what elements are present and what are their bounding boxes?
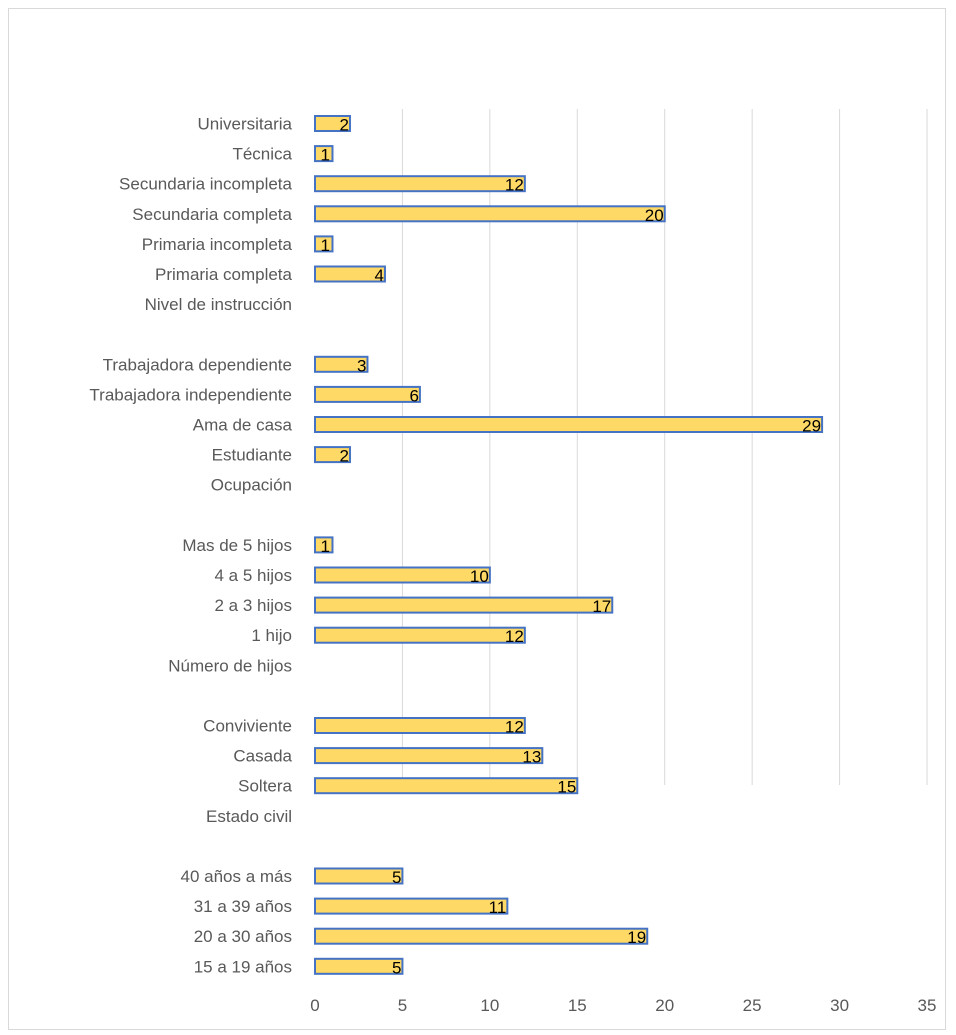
data-label: 4 — [374, 266, 383, 285]
bar — [314, 927, 649, 945]
bar — [314, 416, 824, 433]
category-label: Número de hijos — [168, 656, 292, 675]
category-label: Ocupación — [211, 476, 292, 495]
category-label: Secundaria incompleta — [119, 175, 292, 194]
category-label: Conviviente — [203, 717, 292, 736]
x-tick-label: 20 — [655, 996, 674, 1015]
bar — [314, 777, 579, 795]
category-label: Secundaria completa — [132, 205, 292, 224]
data-label: 1 — [320, 537, 329, 556]
x-tick-label: 0 — [310, 996, 319, 1015]
category-label: 1 hijo — [251, 626, 292, 645]
category-label: 15 a 19 años — [194, 957, 292, 976]
category-label: 4 a 5 hijos — [215, 566, 293, 585]
data-label: 10 — [470, 567, 489, 586]
bar — [314, 145, 334, 163]
x-axis-tick-labels: 0 5 10 15 20 25 30 35 — [310, 996, 936, 1015]
category-label: 2 a 3 hijos — [215, 596, 293, 615]
category-label: Ama de casa — [193, 416, 293, 435]
category-label: Soltera — [238, 777, 292, 796]
bar — [314, 205, 666, 223]
data-label: 1 — [320, 146, 329, 165]
data-label: 12 — [505, 176, 524, 195]
data-label: 29 — [802, 417, 821, 436]
bar — [314, 867, 404, 885]
category-label: Casada — [233, 747, 292, 766]
bar — [314, 355, 369, 373]
x-tick-label: 25 — [743, 996, 762, 1015]
bar — [314, 626, 526, 644]
data-label: 20 — [645, 206, 664, 225]
data-label: 5 — [392, 868, 401, 887]
category-label: Mas de 5 hijos — [182, 536, 292, 555]
data-label: 2 — [340, 116, 349, 135]
category-label: 31 a 39 años — [194, 897, 292, 916]
category-label: Universitaria — [198, 115, 293, 134]
category-label: Trabajadora dependiente — [103, 355, 292, 374]
bar — [314, 566, 491, 584]
bar — [314, 175, 526, 193]
category-label: Estado civil — [206, 807, 292, 826]
data-label: 11 — [489, 898, 507, 917]
bars — [314, 115, 824, 975]
data-label: 5 — [392, 958, 401, 977]
bar — [314, 115, 351, 132]
category-label: Primaria completa — [155, 265, 293, 284]
category-label: Nivel de instrucción — [145, 295, 292, 314]
category-label: Técnica — [232, 145, 292, 164]
bar-chart: Universitaria Técnica Secundaria incomplet… — [89, 109, 936, 1015]
bar — [314, 235, 334, 253]
bar — [314, 897, 509, 915]
bar — [314, 717, 526, 734]
chart-area: Universitaria Técnica Secundaria incomplet… — [8, 8, 946, 1030]
data-label: 15 — [557, 778, 576, 797]
category-label: Estudiante — [212, 446, 292, 465]
bar — [314, 385, 421, 403]
category-label: Trabajadora independiente — [89, 385, 292, 404]
x-tick-label: 30 — [830, 996, 849, 1015]
data-label: 6 — [409, 386, 418, 405]
bar — [314, 596, 614, 614]
bar — [314, 747, 544, 765]
bar — [314, 265, 386, 283]
data-label: 1 — [320, 236, 329, 255]
data-label: 3 — [357, 356, 366, 375]
category-labels: Universitaria Técnica Secundaria incomplet… — [89, 115, 292, 977]
data-label: 2 — [340, 447, 349, 466]
data-label: 17 — [592, 597, 611, 616]
category-label: 20 a 30 años — [194, 927, 292, 946]
bar — [314, 957, 404, 975]
data-label: 19 — [627, 928, 646, 947]
x-tick-label: 15 — [568, 996, 587, 1015]
bar — [314, 536, 334, 554]
x-tick-label: 5 — [398, 996, 407, 1015]
x-tick-label: 35 — [918, 996, 937, 1015]
category-label: Primaria incompleta — [142, 235, 293, 254]
x-tick-label: 10 — [480, 996, 499, 1015]
data-label: 13 — [522, 748, 541, 767]
data-label: 12 — [505, 627, 524, 646]
data-label: 12 — [505, 718, 524, 737]
bar — [314, 446, 351, 464]
category-label: 40 años a más — [180, 867, 292, 886]
